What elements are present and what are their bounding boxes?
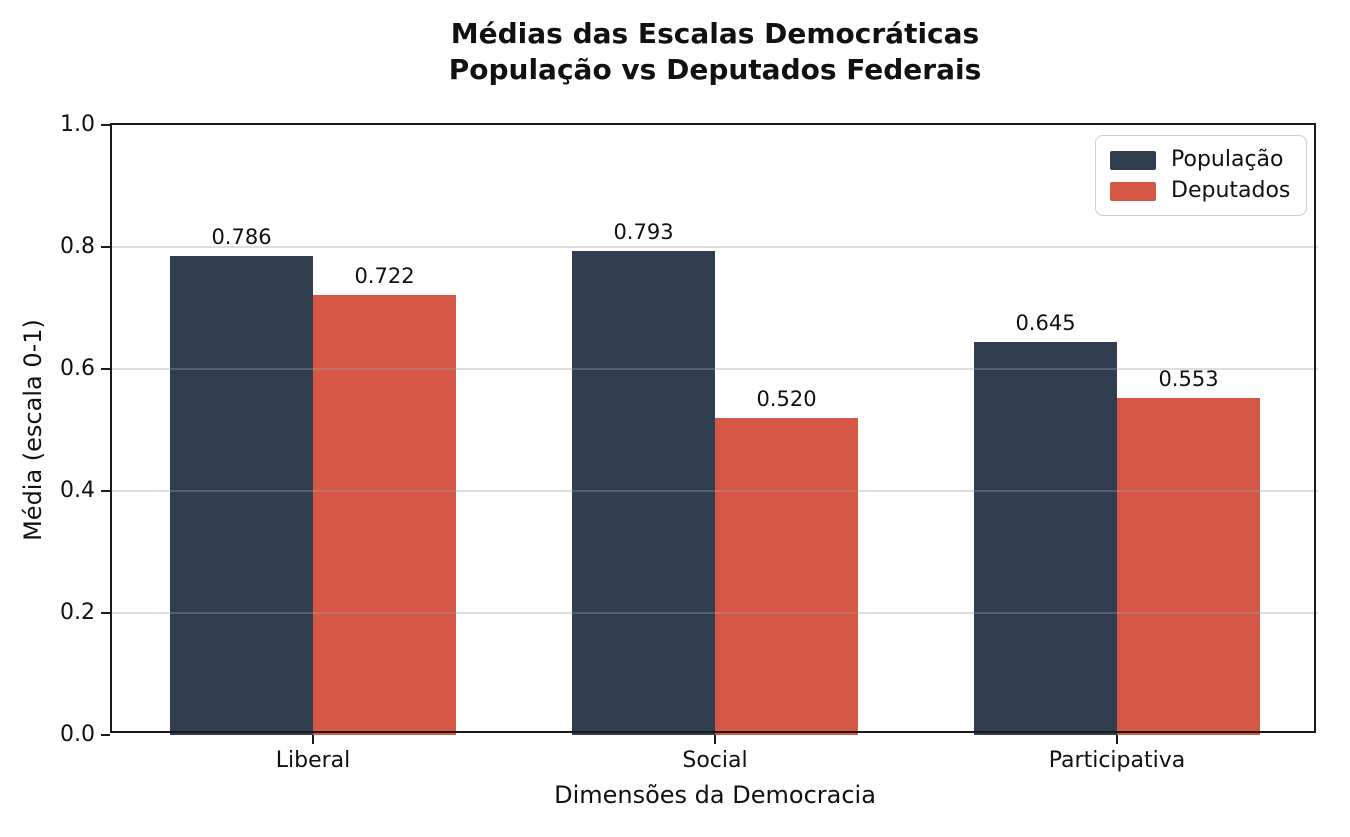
x-tick-label-liberal: Liberal	[275, 748, 351, 773]
bar-deputados-participativa	[1117, 397, 1260, 735]
x-tick-mark-participativa	[1116, 735, 1118, 744]
legend-item-deputados: Deputados	[1110, 180, 1292, 202]
y-tick-label-0.4: 0.4	[60, 478, 95, 503]
y-tick-mark-1.0	[101, 124, 110, 126]
bar-populacao-social	[572, 251, 715, 735]
chart-title-line1: Médias das Escalas Democráticas	[450, 17, 980, 50]
x-tick-label-participativa: Participativa	[1048, 748, 1186, 773]
x-tick-label-social: Social	[682, 748, 748, 773]
gridline-0.6	[112, 368, 1318, 370]
y-tick-mark-0.0	[101, 734, 110, 736]
x-tick-mark-social	[714, 735, 716, 744]
bar-deputados-liberal	[313, 294, 456, 735]
y-tick-label-1.0: 1.0	[60, 112, 95, 137]
legend-label-populacao: População	[1171, 147, 1284, 172]
bar-populacao-participativa	[974, 341, 1117, 735]
y-tick-mark-0.2	[101, 612, 110, 614]
legend-item-populacao: População	[1110, 149, 1292, 171]
x-tick-mark-liberal	[312, 735, 314, 744]
chart-title-line2: População vs Deputados Federais	[448, 53, 982, 87]
legend-label-deputados: Deputados	[1171, 178, 1291, 203]
y-tick-label-0.6: 0.6	[60, 356, 95, 381]
y-tick-mark-0.6	[101, 368, 110, 370]
bar-value-label-deputados-social: 0.520	[756, 386, 817, 411]
x-axis-label: Dimensões da Democracia	[554, 781, 876, 809]
bar-populacao-liberal	[170, 255, 313, 735]
legend-swatch-deputados	[1110, 181, 1156, 201]
legend-swatch-populacao	[1110, 150, 1156, 170]
gridline-0.2	[112, 612, 1318, 614]
bar-deputados-social	[715, 417, 858, 735]
y-tick-mark-0.4	[101, 490, 110, 492]
legend: População Deputados	[1095, 135, 1307, 216]
bar-value-label-populacao-liberal: 0.786	[211, 224, 272, 249]
gridline-0.4	[112, 490, 1318, 492]
bar-value-label-deputados-liberal: 0.722	[354, 263, 415, 288]
y-tick-mark-0.8	[101, 246, 110, 248]
chart-title: Médias das Escalas Democráticas Populaçã…	[112, 16, 1318, 89]
y-tick-label-0.8: 0.8	[60, 234, 95, 259]
y-tick-label-0.0: 0.0	[60, 722, 95, 747]
bar-value-label-populacao-participativa: 0.645	[1015, 310, 1076, 335]
y-axis-label: Média (escala 0-1)	[19, 319, 47, 541]
bar-value-label-populacao-social: 0.793	[613, 220, 674, 245]
gridline-0.8	[112, 246, 1318, 248]
bar-value-label-deputados-participativa: 0.553	[1158, 366, 1219, 391]
y-tick-label-0.2: 0.2	[60, 600, 95, 625]
